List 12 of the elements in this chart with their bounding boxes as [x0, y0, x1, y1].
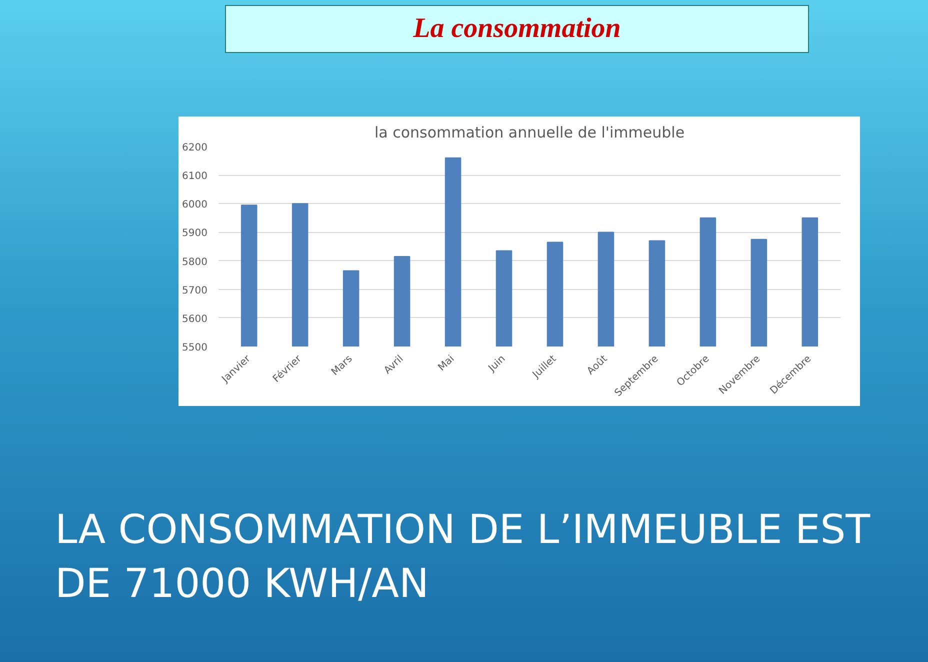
y-tick-label: 6100 — [182, 171, 208, 182]
y-tick-label: 6000 — [182, 200, 208, 211]
x-tick-label: Mai — [436, 353, 457, 374]
y-tick-label: 5800 — [182, 256, 208, 268]
y-tick-label: 5700 — [182, 285, 208, 296]
y-tick-label: 5500 — [182, 342, 208, 354]
y-tick-label: 5600 — [182, 314, 208, 325]
y-tick-label: 5900 — [182, 228, 208, 240]
text: LA CONSOMMATION DE L’IMMEUBLE EST DE 71000 KWH/AN — [55, 506, 872, 609]
y-tick-label: 6200 — [182, 142, 208, 154]
text: La consommation — [413, 12, 621, 46]
chart-title: la consommation annuelle de l'immeuble — [374, 124, 685, 142]
